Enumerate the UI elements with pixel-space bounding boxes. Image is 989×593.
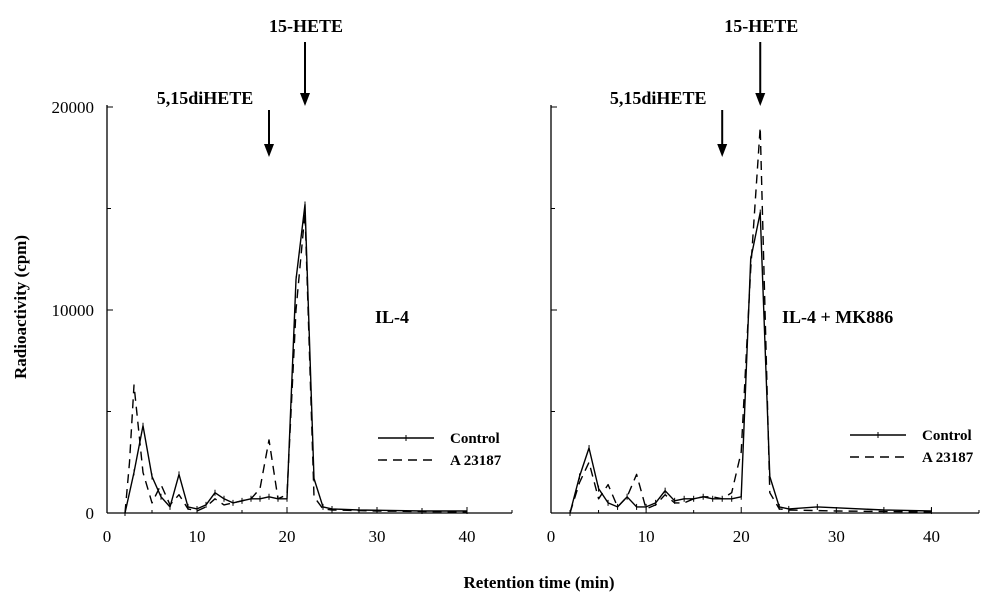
chart-panel-il4-mk886: 0 10 20 30 40 5,15diHETE 15-HETE IL-4 + MK886 Co… bbox=[547, 16, 980, 546]
x-axis-title: Retention time (min) bbox=[463, 573, 614, 592]
y-tick-label: 20000 bbox=[52, 98, 95, 117]
legend-a23187-label: A 23187 bbox=[922, 450, 974, 466]
peak-label-15hete: 15-HETE bbox=[724, 16, 798, 36]
y-axis-title: Radioactivity (cpm) bbox=[11, 235, 30, 379]
x-tick-label: 20 bbox=[733, 527, 750, 546]
series-control-line bbox=[124, 203, 467, 514]
legend-control-label: Control bbox=[922, 428, 972, 444]
peak-arrow-515dihete-head bbox=[717, 144, 728, 157]
legend-a23187-label: A 23187 bbox=[450, 453, 502, 469]
peak-label-15hete: 15-HETE bbox=[269, 16, 343, 36]
x-tick-label: 10 bbox=[638, 527, 655, 546]
x-tick-label: 30 bbox=[828, 527, 845, 546]
x-tick-label: 0 bbox=[103, 527, 112, 546]
series-a23187-line bbox=[124, 211, 468, 514]
condition-label: IL-4 bbox=[375, 307, 409, 327]
peak-arrow-15hete-head bbox=[755, 93, 766, 106]
x-tick-label: 40 bbox=[459, 527, 476, 546]
y-tick-label: 10000 bbox=[52, 301, 95, 320]
condition-label: IL-4 + MK886 bbox=[782, 307, 893, 327]
peak-label-515dihete: 5,15diHETE bbox=[610, 88, 707, 108]
x-tick-label: 40 bbox=[923, 527, 940, 546]
y-tick-label: 0 bbox=[86, 504, 95, 523]
x-tick-label: 20 bbox=[279, 527, 296, 546]
peak-arrow-515dihete-head bbox=[264, 144, 274, 157]
x-tick-label: 0 bbox=[547, 527, 556, 546]
chart-panel-il4: 0 10 20 30 40 0 10000 20000 5,15diHETE 15-HETE IL-… bbox=[52, 16, 513, 546]
x-tick-label: 10 bbox=[189, 527, 206, 546]
peak-label-515dihete: 5,15diHETE bbox=[157, 88, 254, 108]
x-tick-label: 30 bbox=[369, 527, 386, 546]
series-a23187-line bbox=[569, 126, 932, 514]
legend-control-label: Control bbox=[450, 431, 500, 447]
peak-arrow-15hete-head bbox=[300, 93, 310, 106]
